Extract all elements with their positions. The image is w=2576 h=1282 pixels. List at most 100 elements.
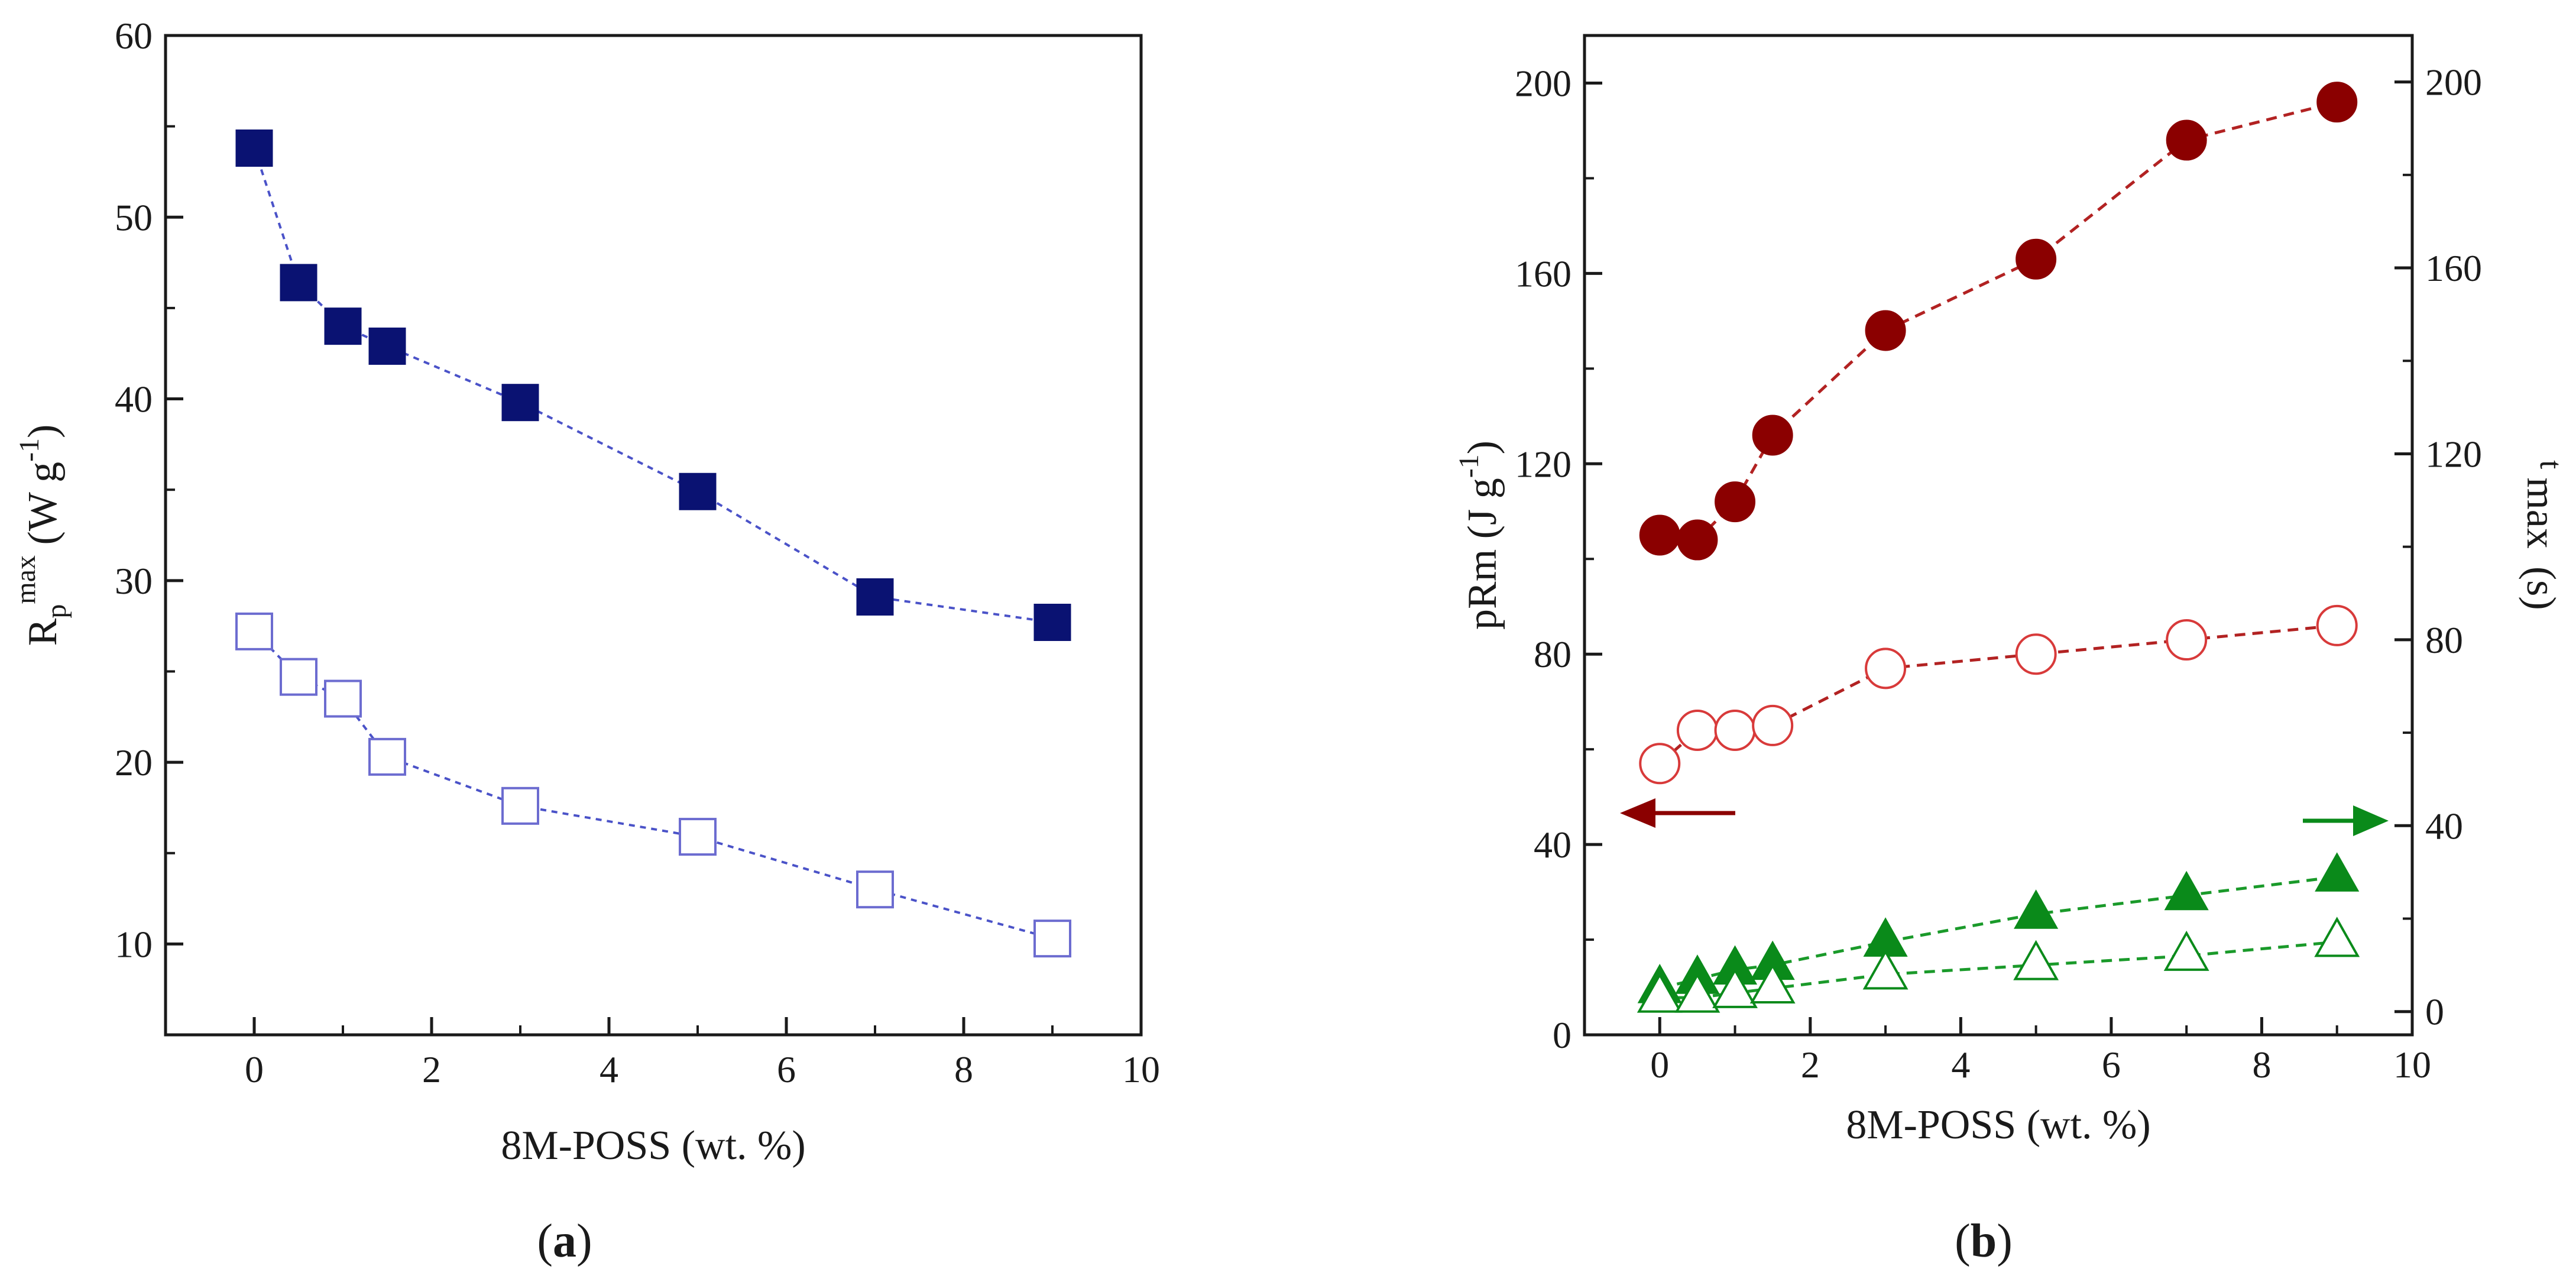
panel-a-ylabel-sup: max: [10, 555, 41, 604]
panel-b-filled-circle-point: [1677, 519, 1718, 561]
panel-b-x-tick-label: 10: [2393, 1044, 2431, 1086]
panel-a: 0 2 4 6 8 10 10 20 30 40 50 60 8M-POSS (wt. %) Rpm…: [10, 15, 1160, 1267]
panel-b-open-circle-point: [2166, 619, 2208, 661]
panel-a-x-axis-label: 8M-POSS (wt. %): [501, 1123, 805, 1168]
panel-b-x-tick-label: 0: [1650, 1044, 1669, 1086]
panel-b-open-circle-point: [2015, 633, 2057, 675]
panel-a-x-tick-label: 10: [1122, 1048, 1160, 1090]
panel-b-left-y-tick-label: 200: [1515, 62, 1571, 104]
panel-b-x-tick-label: 6: [2102, 1044, 2121, 1086]
panel-a-open-square-point: [235, 612, 273, 650]
panel-a-caption: (a): [537, 1215, 592, 1267]
panel-b-open-circle-point: [1865, 648, 1907, 689]
panel-b-right-ylabel-max: max: [2518, 477, 2564, 549]
panel-b-caption-letter: b: [1971, 1215, 1997, 1267]
panel-b-left-y-axis-label: pRm (J g-1): [1453, 441, 1505, 630]
panel-a-y-tick-label: 30: [115, 560, 153, 602]
panel-a-caption-letter: a: [553, 1215, 576, 1267]
panel-b-x-axis-label: 8M-POSS (wt. %): [1846, 1102, 2150, 1148]
panel-b-right-y-tick-label: 80: [2425, 619, 2463, 661]
panel-b-left-y-tick-label: 80: [1534, 633, 1571, 675]
right-axis-arrow: [2303, 805, 2389, 836]
panel-a-caption-close: ): [576, 1215, 592, 1267]
panel-a-frame: [164, 34, 1143, 1037]
panel-b-frame: [1583, 34, 2414, 1037]
panel-a-series-1-line: [253, 147, 1053, 624]
panel-b-filled-triangle-point: [2315, 852, 2360, 892]
panel-a-y-tick-label: 60: [115, 15, 153, 57]
panel-b-open-circle-point: [1639, 743, 1681, 785]
panel-a-x-tick-label: 0: [245, 1048, 264, 1090]
panel-b-filled-circle-point: [2316, 82, 2358, 123]
panel-b-right-y-axis-label: t max (s): [2518, 460, 2569, 610]
left-axis-arrow: [1620, 798, 1735, 828]
panel-a-filled-square-point: [1033, 603, 1071, 641]
panel-a-open-square-point: [1033, 920, 1071, 958]
panel-a-caption-open: (: [537, 1215, 553, 1267]
panel-b-x-tick-label: 2: [1801, 1044, 1820, 1086]
panel-b-left-y-tick-label: 120: [1515, 443, 1571, 485]
panel-b-filled-circle-point: [2166, 119, 2207, 161]
panel-b-left-ylabel-close: ): [1460, 441, 1505, 454]
panel-a-y-axis-label: Rpmax (W g-1): [10, 425, 72, 646]
panel-b-right-y-tick-label: 200: [2425, 61, 2482, 103]
panel-b-right-ylabel-unit: (s): [2518, 566, 2564, 610]
panel-b-left-ylabel-sup: -1: [1453, 454, 1485, 478]
panel-a-filled-square-point: [856, 578, 894, 616]
panel-b-right-y-tick-label: 0: [2425, 991, 2444, 1033]
panel-b-open-triangle-point: [2163, 930, 2209, 971]
panel-b-open-triangle-point: [2314, 917, 2360, 957]
panel-a-ylabel-unit-sup: -1: [14, 438, 45, 462]
panel-b-caption-close: ): [1997, 1215, 2013, 1267]
panel-a-filled-square-point: [235, 130, 273, 167]
panel-b-left-y-tick-label: 160: [1515, 252, 1571, 294]
panel-b-series-1-line: [1659, 101, 2338, 542]
panel-b-right-y-tick-label: 40: [2425, 805, 2463, 847]
panel-a-ylabel-base: R: [20, 618, 66, 646]
panel-b-right-y-tick-label: 160: [2425, 247, 2482, 289]
panel-b-series-2-line: [1658, 624, 2337, 765]
panel-a-x-tick-label: 6: [777, 1048, 796, 1090]
panel-b-open-triangle-point: [1862, 949, 1908, 990]
panel-b-caption: (b): [1955, 1215, 2013, 1267]
panel-b-caption-open: (: [1955, 1215, 1971, 1267]
panel-b-open-triangle-point: [1674, 972, 1720, 1013]
panel-a-series-2-line: [253, 630, 1053, 940]
panel-a-x-tick-label: 2: [422, 1048, 441, 1090]
panel-b-left-y-tick-label: 40: [1534, 824, 1571, 866]
panel-a-x-tick-label: 8: [954, 1048, 973, 1090]
panel-b-filled-triangle-point: [2164, 870, 2209, 911]
panel-a-ylabel-unit-close: ): [20, 425, 66, 438]
panel-b-filled-triangle-point: [2014, 889, 2059, 929]
panel-b-filled-circle-point: [1639, 514, 1680, 556]
panel-a-filled-square-point: [280, 264, 317, 302]
panel-b-open-circle-point: [1676, 709, 1718, 751]
panel-a-y-tick-label: 10: [115, 923, 153, 965]
panel-a-open-square-point: [324, 679, 362, 718]
panel-a-x-tick-label: 4: [600, 1048, 618, 1090]
panel-b-right-ylabel-t: t: [2533, 460, 2569, 469]
panel-b-open-triangle-point: [1712, 967, 1758, 1008]
panel-b: 0 2 4 6 8 10 0 40 80 120 160 200 0 40 80 120 160 200 8M…: [1453, 34, 2569, 1267]
panel-b-open-circle-point: [1752, 704, 1794, 746]
panel-b-x-tick-label: 8: [2252, 1044, 2271, 1086]
panel-a-filled-square-point: [501, 384, 539, 422]
panel-a-open-square-point: [368, 737, 406, 776]
panel-a-filled-square-point: [679, 472, 717, 510]
panel-b-open-triangle-point: [2013, 940, 2059, 980]
panel-b-right-y-tick-label: 120: [2425, 433, 2482, 475]
panel-a-y-tick-label: 40: [115, 378, 153, 420]
panel-b-x-tick-label: 4: [1951, 1044, 1970, 1086]
panel-b-open-triangle-point: [1749, 963, 1796, 1003]
panel-a-filled-square-point: [368, 327, 406, 365]
panel-a-open-square-point: [679, 818, 717, 856]
panel-b-left-ylabel-base: pRm (J g: [1460, 478, 1505, 630]
panel-a-ylabel-sub: p: [41, 604, 72, 619]
panel-a-open-square-point: [501, 786, 539, 825]
panel-b-filled-circle-point: [1752, 415, 1793, 456]
panel-b-left-y-tick-label: 0: [1553, 1014, 1571, 1056]
panel-a-open-square-point: [280, 658, 317, 696]
panel-b-open-triangle-point: [1637, 972, 1683, 1013]
panel-a-open-square-point: [856, 870, 894, 909]
